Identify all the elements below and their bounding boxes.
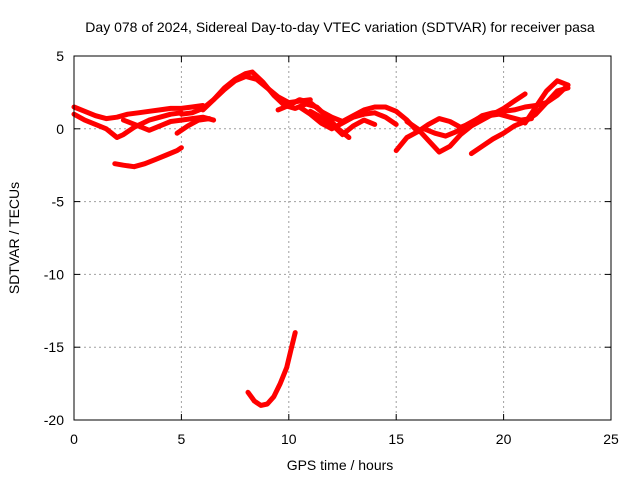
x-tick-label: 20 xyxy=(496,431,512,447)
data-series-trace-2 xyxy=(71,110,184,140)
x-tick-label: 10 xyxy=(281,431,297,447)
y-tick-label: -15 xyxy=(44,339,64,355)
data-series-trace-1 xyxy=(71,103,206,122)
data-series-trace-10 xyxy=(307,108,378,138)
y-tick-label: -20 xyxy=(44,412,64,428)
y-tick-label: -10 xyxy=(44,266,64,282)
data-series-trace-5 xyxy=(174,116,212,136)
x-axis-label: GPS time / hours xyxy=(287,457,394,473)
chart-title: Day 078 of 2024, Sidereal Day-to-day VTE… xyxy=(85,19,595,35)
x-tick-label: 25 xyxy=(603,431,619,447)
x-tick-label: 5 xyxy=(178,431,186,447)
data-series-trace-4 xyxy=(112,145,184,170)
y-tick-label: 5 xyxy=(56,48,64,64)
y-axis-label: SDTVAR / TECUs xyxy=(6,182,22,294)
data-series-trace-15 xyxy=(522,78,571,126)
data-series-trace-9 xyxy=(297,104,399,132)
axis-ticks xyxy=(73,55,612,421)
data-series-trace-16 xyxy=(245,330,298,408)
y-tick-label: 0 xyxy=(56,121,64,137)
plot-frame xyxy=(73,55,612,421)
tick-labels: 0 5 10 15 20 25 5 0 -5 -10 -15 -20 xyxy=(44,48,619,447)
data-series-trace-13 xyxy=(421,111,534,139)
data-series-trace-12 xyxy=(404,91,528,155)
data-traces xyxy=(71,69,571,408)
y-tick-label: -5 xyxy=(52,194,65,210)
data-series-trace-14 xyxy=(468,85,571,157)
x-tick-label: 0 xyxy=(70,431,78,447)
x-tick-label: 15 xyxy=(388,431,404,447)
